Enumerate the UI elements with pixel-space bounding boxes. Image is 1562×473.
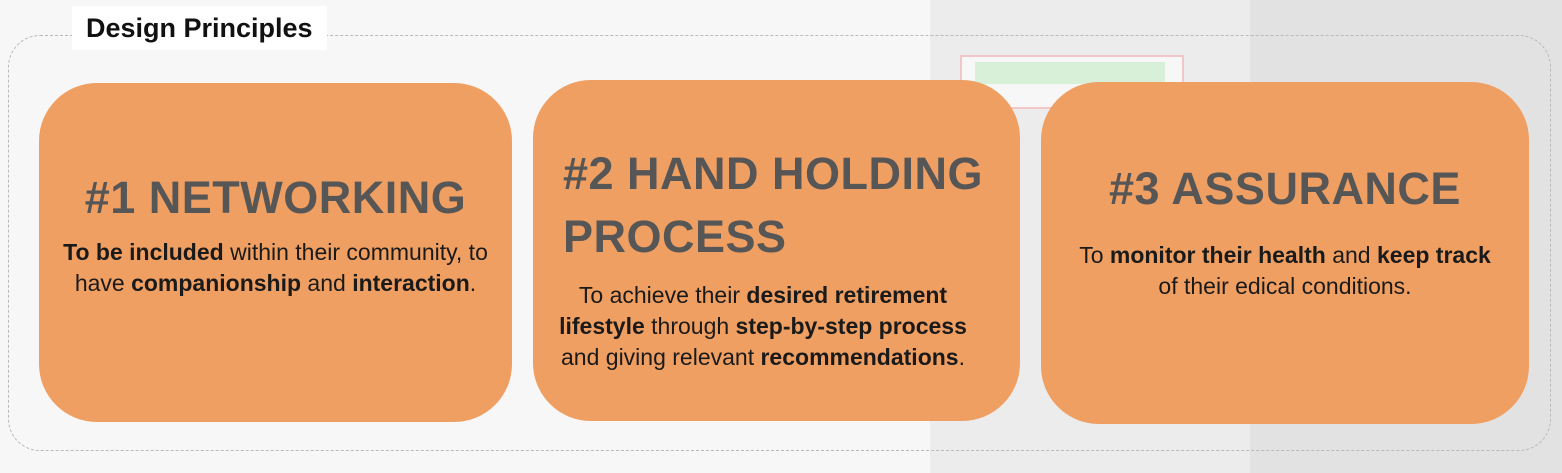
text: and giving relevant <box>561 344 761 370</box>
principle-heading-line-1: #2 HAND HOLDING <box>563 148 984 199</box>
emphasis: To be included <box>63 239 224 265</box>
principles-frame <box>8 35 1551 451</box>
page-title: Design Principles <box>86 12 313 43</box>
principle-description: To achieve their desired retirement life… <box>553 280 973 373</box>
principle-description: To monitor their health and keep track o… <box>1075 240 1495 302</box>
principle-heading: #3 ASSURANCE <box>1109 163 1461 214</box>
principle-heading: #1 NETWORKING <box>84 172 467 223</box>
emphasis: monitor their health <box>1109 242 1326 268</box>
text: . <box>469 270 477 296</box>
emphasis: keep track <box>1376 242 1491 268</box>
principle-card-hand-holding: #2 HAND HOLDING PROCESS To achieve their… <box>533 80 1020 421</box>
text: and <box>301 270 353 296</box>
principle-heading: #2 HAND HOLDING PROCESS <box>563 142 983 268</box>
emphasis: companionship <box>131 270 302 296</box>
text: of their edical conditions. <box>1158 273 1412 299</box>
text: within their community, to have <box>74 239 488 296</box>
principle-description: To be included within their community, t… <box>61 237 491 299</box>
background-survey-bar <box>975 62 1165 84</box>
principle-card-assurance: #3 ASSURANCE To monitor their health and… <box>1041 82 1529 424</box>
emphasis: step-by-step process <box>735 313 967 339</box>
emphasis: recommendations <box>760 344 959 370</box>
emphasis: desired retirement lifestyle <box>559 282 948 339</box>
text: To <box>1079 242 1110 268</box>
principle-heading-line-2: PROCESS <box>563 211 787 262</box>
text: . <box>958 344 965 370</box>
principle-card-networking: #1 NETWORKING To be included within thei… <box>39 83 512 422</box>
emphasis: interaction <box>352 270 470 296</box>
text: through <box>644 313 736 339</box>
text: and <box>1325 242 1377 268</box>
title-label-wrap: Design Principles <box>72 6 327 50</box>
text: To achieve their <box>578 282 747 308</box>
